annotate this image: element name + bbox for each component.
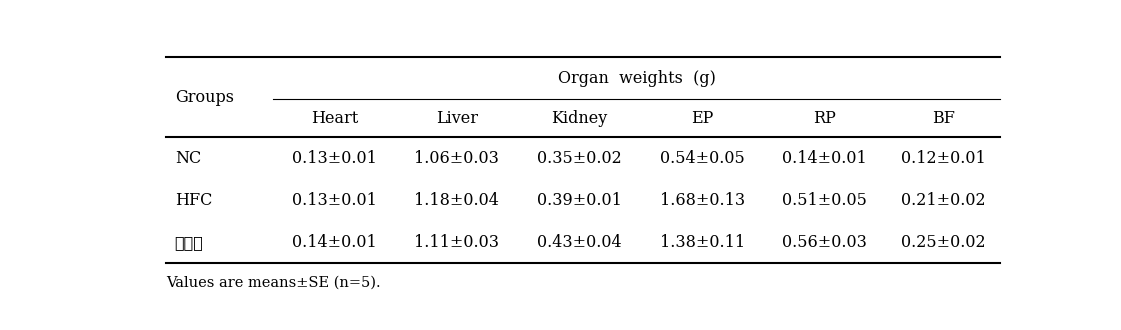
Text: 0.51±0.05: 0.51±0.05 (782, 192, 868, 209)
Text: HFC: HFC (175, 192, 212, 209)
Text: 1.18±0.04: 1.18±0.04 (415, 192, 499, 209)
Text: Kidney: Kidney (552, 110, 608, 127)
Text: NC: NC (175, 150, 201, 167)
Text: 0.39±0.01: 0.39±0.01 (537, 192, 622, 209)
Text: 0.25±0.02: 0.25±0.02 (901, 234, 985, 251)
Text: 0.14±0.01: 0.14±0.01 (782, 150, 867, 167)
Text: 0.35±0.02: 0.35±0.02 (537, 150, 622, 167)
Text: Values are means±SE (n=5).: Values are means±SE (n=5). (166, 276, 381, 290)
Text: 0.43±0.04: 0.43±0.04 (537, 234, 622, 251)
Text: RP: RP (813, 110, 836, 127)
Text: 0.13±0.01: 0.13±0.01 (291, 192, 377, 209)
Text: Groups: Groups (175, 89, 234, 106)
Text: EP: EP (691, 110, 713, 127)
Text: 1.06±0.03: 1.06±0.03 (415, 150, 499, 167)
Text: Liver: Liver (436, 110, 478, 127)
Text: 1.38±0.11: 1.38±0.11 (659, 234, 744, 251)
Text: 돌나물: 돌나물 (175, 234, 204, 251)
Text: 0.12±0.01: 0.12±0.01 (900, 150, 985, 167)
Text: 0.56±0.03: 0.56±0.03 (782, 234, 868, 251)
Text: Organ  weights  (g): Organ weights (g) (557, 70, 715, 87)
Text: 1.11±0.03: 1.11±0.03 (415, 234, 499, 251)
Text: 0.13±0.01: 0.13±0.01 (291, 150, 377, 167)
Text: 0.14±0.01: 0.14±0.01 (291, 234, 377, 251)
Text: BF: BF (932, 110, 954, 127)
Text: 0.54±0.05: 0.54±0.05 (659, 150, 744, 167)
Text: 0.21±0.02: 0.21±0.02 (901, 192, 985, 209)
Text: 1.68±0.13: 1.68±0.13 (659, 192, 744, 209)
Text: Heart: Heart (311, 110, 358, 127)
